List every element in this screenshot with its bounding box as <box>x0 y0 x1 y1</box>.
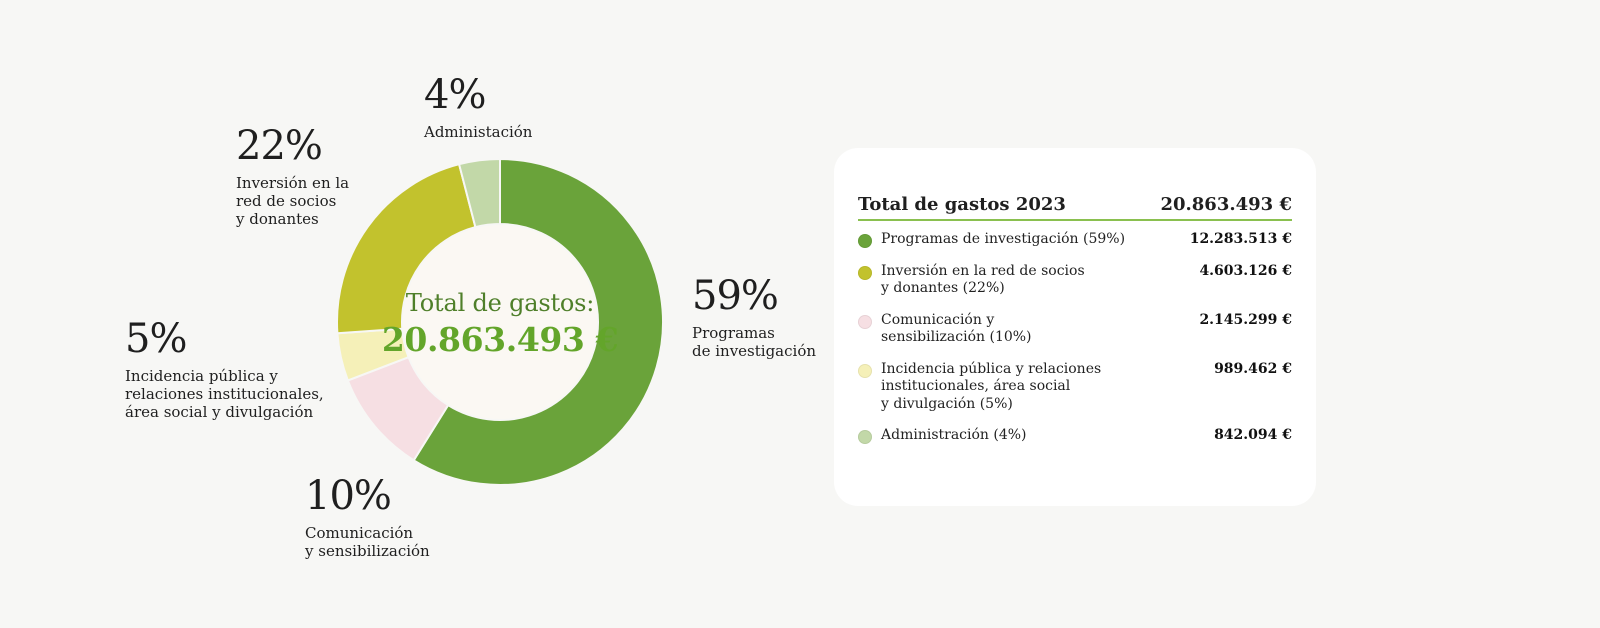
callout-programas-percent: 59% <box>692 273 779 319</box>
summary-row: Inversión en la red de socios y donantes… <box>858 263 1292 298</box>
summary-row-amount: 2.145.299 € <box>1199 311 1292 328</box>
summary-row-dot <box>858 314 872 329</box>
summary-row-amount: 842.094 € <box>1214 427 1292 443</box>
callout-incidencia-label: Incidencia pública y relaciones instituc… <box>125 367 324 421</box>
summary-row-left: Administración (4%) <box>858 427 1027 445</box>
summary-title: Total de gastos 2023 <box>858 194 1066 215</box>
callout-comunicacion-percent: 10% <box>305 473 392 519</box>
summary-row-dot <box>858 265 872 280</box>
summary-row-left: Comunicación y sensibilización (10%) <box>858 312 1032 347</box>
summary-row: Administración (4%) 842.094 € <box>858 427 1292 445</box>
summary-row-left: Inversión en la red de socios y donantes… <box>858 263 1085 298</box>
callout-red-socios-percent: 22% <box>236 123 323 169</box>
donut-slice-4 <box>457 157 501 229</box>
callout-incidencia-percent: 5% <box>125 316 187 362</box>
summary-row-name: Programas de investigación (59%) <box>881 231 1126 247</box>
callout-programas: 59% Programas de investigación <box>692 276 816 360</box>
summary-row-name: Inversión en la red de socios y donantes… <box>881 262 1085 297</box>
summary-card: Total de gastos 2023 20.863.493 € Progra… <box>834 148 1316 506</box>
summary-row-amount: 989.462 € <box>1214 360 1292 377</box>
summary-row-name: Administración (4%) <box>881 427 1027 443</box>
summary-row-dot <box>858 363 872 378</box>
summary-row: Comunicación y sensibilización (10%) 2.1… <box>858 312 1292 347</box>
callout-comunicacion-label: Comunicación y sensibilización <box>305 524 430 560</box>
callout-administracion: 4% Administación <box>424 75 532 141</box>
summary-row-dot <box>858 234 872 248</box>
summary-row-amount: 4.603.126 € <box>1199 262 1292 279</box>
summary-row-name: Comunicación y sensibilización (10%) <box>881 311 1032 346</box>
summary-row: Incidencia pública y relaciones instituc… <box>858 361 1292 414</box>
donut-center-text: Total de gastos: 20.863.493 € <box>380 290 620 360</box>
summary-row: Programas de investigación (59%) 12.283.… <box>858 231 1292 249</box>
callout-administracion-label: Administación <box>424 123 533 141</box>
summary-row-dot <box>858 430 872 444</box>
donut-center-value: 20.863.493 € <box>381 320 619 360</box>
summary-header: Total de gastos 2023 20.863.493 € <box>858 194 1292 221</box>
summary-row-name: Incidencia pública y relaciones instituc… <box>881 360 1102 412</box>
summary-row-left: Programas de investigación (59%) <box>858 231 1125 249</box>
callout-administracion-percent: 4% <box>424 72 486 118</box>
donut-center-title: Total de gastos: <box>405 289 595 317</box>
summary-row-amount: 12.283.513 € <box>1189 231 1292 247</box>
callout-programas-label: Programas de investigación <box>692 324 817 360</box>
callout-incidencia: 5% Incidencia pública y relaciones insti… <box>125 319 324 421</box>
callout-red-socios: 22% Inversión en la red de socios y dona… <box>236 126 349 228</box>
summary-total: 20.863.493 € <box>1160 194 1292 215</box>
donut-slice-1 <box>346 355 450 462</box>
callout-comunicacion: 10% Comunicación y sensibilización <box>305 476 430 560</box>
callout-red-socios-label: Inversión en la red de socios y donantes <box>236 174 350 228</box>
summary-list: Programas de investigación (59%) 12.283.… <box>858 231 1292 445</box>
summary-row-left: Incidencia pública y relaciones instituc… <box>858 361 1101 414</box>
